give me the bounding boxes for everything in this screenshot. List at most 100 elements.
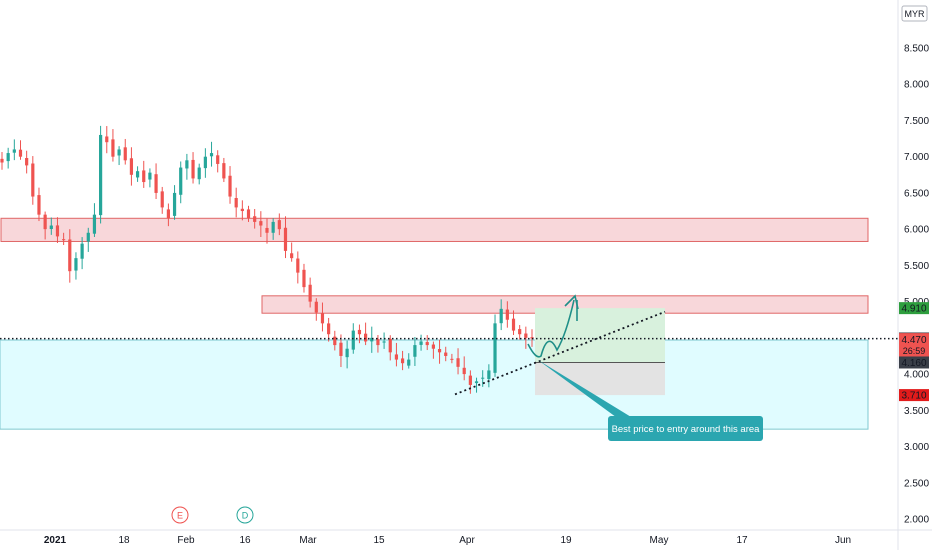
y-tick-label: 6.500: [904, 188, 929, 199]
candle-body: [55, 225, 60, 237]
candle: [524, 326, 528, 349]
candle-body: [92, 214, 97, 234]
x-tick-label: 2021: [44, 535, 67, 546]
candle-body: [407, 359, 411, 366]
candle: [92, 203, 97, 237]
candle-body: [487, 370, 491, 380]
candle: [234, 187, 238, 218]
candle-body: [166, 209, 170, 219]
candle-body: [357, 329, 362, 335]
stop-price-text: 3.710: [901, 391, 926, 402]
currency-box: [901, 5, 928, 22]
x-tick-label: Jun: [835, 535, 851, 546]
candle-body: [160, 191, 164, 208]
candle-body: [351, 330, 355, 350]
candle-body: [246, 209, 251, 219]
candle: [179, 161, 183, 204]
x-tick-label: 15: [373, 535, 385, 546]
candle-body: [0, 158, 4, 163]
candle: [518, 325, 522, 340]
candle-body: [382, 341, 386, 343]
candle-body: [283, 227, 288, 251]
candle-body: [400, 358, 405, 364]
candle: [345, 340, 349, 369]
candle-body: [234, 198, 238, 208]
candle: [105, 126, 109, 154]
candle: [62, 232, 66, 245]
target-price-tag-bg: [899, 302, 929, 315]
price-zones: [0, 217, 869, 430]
y-tick-label: 7.000: [904, 152, 929, 163]
projected-path: [527, 299, 575, 358]
candle: [80, 237, 84, 270]
candle-body: [376, 339, 380, 346]
candle-body: [444, 352, 448, 356]
candle: [68, 229, 72, 283]
candle: [505, 301, 509, 328]
callout-pointer: [538, 360, 636, 420]
currency-badge: MYR: [901, 5, 928, 22]
candle-body: [18, 149, 23, 157]
callout-box: [608, 416, 763, 441]
candle: [99, 125, 103, 224]
candle: [31, 156, 35, 205]
x-tick-label: Mar: [299, 535, 317, 546]
candle: [37, 187, 41, 222]
candle-body: [197, 167, 201, 180]
currency-label: MYR: [905, 9, 926, 19]
candle-body: [49, 225, 53, 230]
candle: [499, 299, 503, 331]
candle: [456, 348, 460, 375]
y-tick-label: 3.500: [904, 406, 929, 417]
candle-body: [154, 174, 158, 193]
candle-body: [271, 221, 275, 233]
candle: [154, 163, 158, 200]
candle-body: [524, 333, 528, 338]
candle-body: [370, 337, 374, 342]
x-tick-label: May: [650, 535, 669, 546]
candle: [6, 147, 10, 169]
y-tick-label: 8.500: [904, 44, 929, 55]
candle: [86, 227, 90, 252]
candle-body: [135, 171, 140, 178]
candle-body: [388, 338, 392, 353]
candle: [283, 216, 288, 259]
candle-body: [25, 158, 29, 166]
candle-body: [413, 345, 417, 357]
candle: [160, 186, 164, 214]
candle-body: [43, 214, 47, 230]
candle: [216, 150, 220, 173]
candle: [444, 346, 448, 362]
candle-body: [277, 220, 281, 230]
candle-body: [437, 349, 442, 353]
callout-text: Best price to entry around this area: [612, 424, 761, 435]
candle: [376, 334, 380, 353]
candle: [203, 148, 207, 178]
candle-body: [86, 232, 90, 242]
y-tick-label: 6.000: [904, 225, 929, 236]
candle-body: [425, 342, 429, 346]
candle: [320, 302, 325, 332]
candle-body: [172, 192, 177, 216]
candle-body: [203, 156, 207, 169]
candle-body: [148, 172, 152, 180]
candle: [370, 326, 374, 353]
candle: [55, 217, 60, 243]
candle-body: [499, 308, 503, 324]
current-price-bg: [899, 333, 929, 358]
candle: [382, 332, 386, 349]
candle-body: [493, 323, 497, 373]
candle: [135, 166, 140, 182]
candle-body: [320, 313, 325, 324]
candle: [259, 211, 263, 237]
candle: [511, 310, 516, 336]
event-marker-circle: [236, 506, 254, 524]
candle: [431, 341, 435, 359]
candle: [240, 200, 244, 221]
candle: [222, 157, 226, 183]
candle-body: [290, 253, 294, 259]
entry-price-text: 4.160: [901, 358, 926, 369]
candle-body: [364, 333, 368, 342]
